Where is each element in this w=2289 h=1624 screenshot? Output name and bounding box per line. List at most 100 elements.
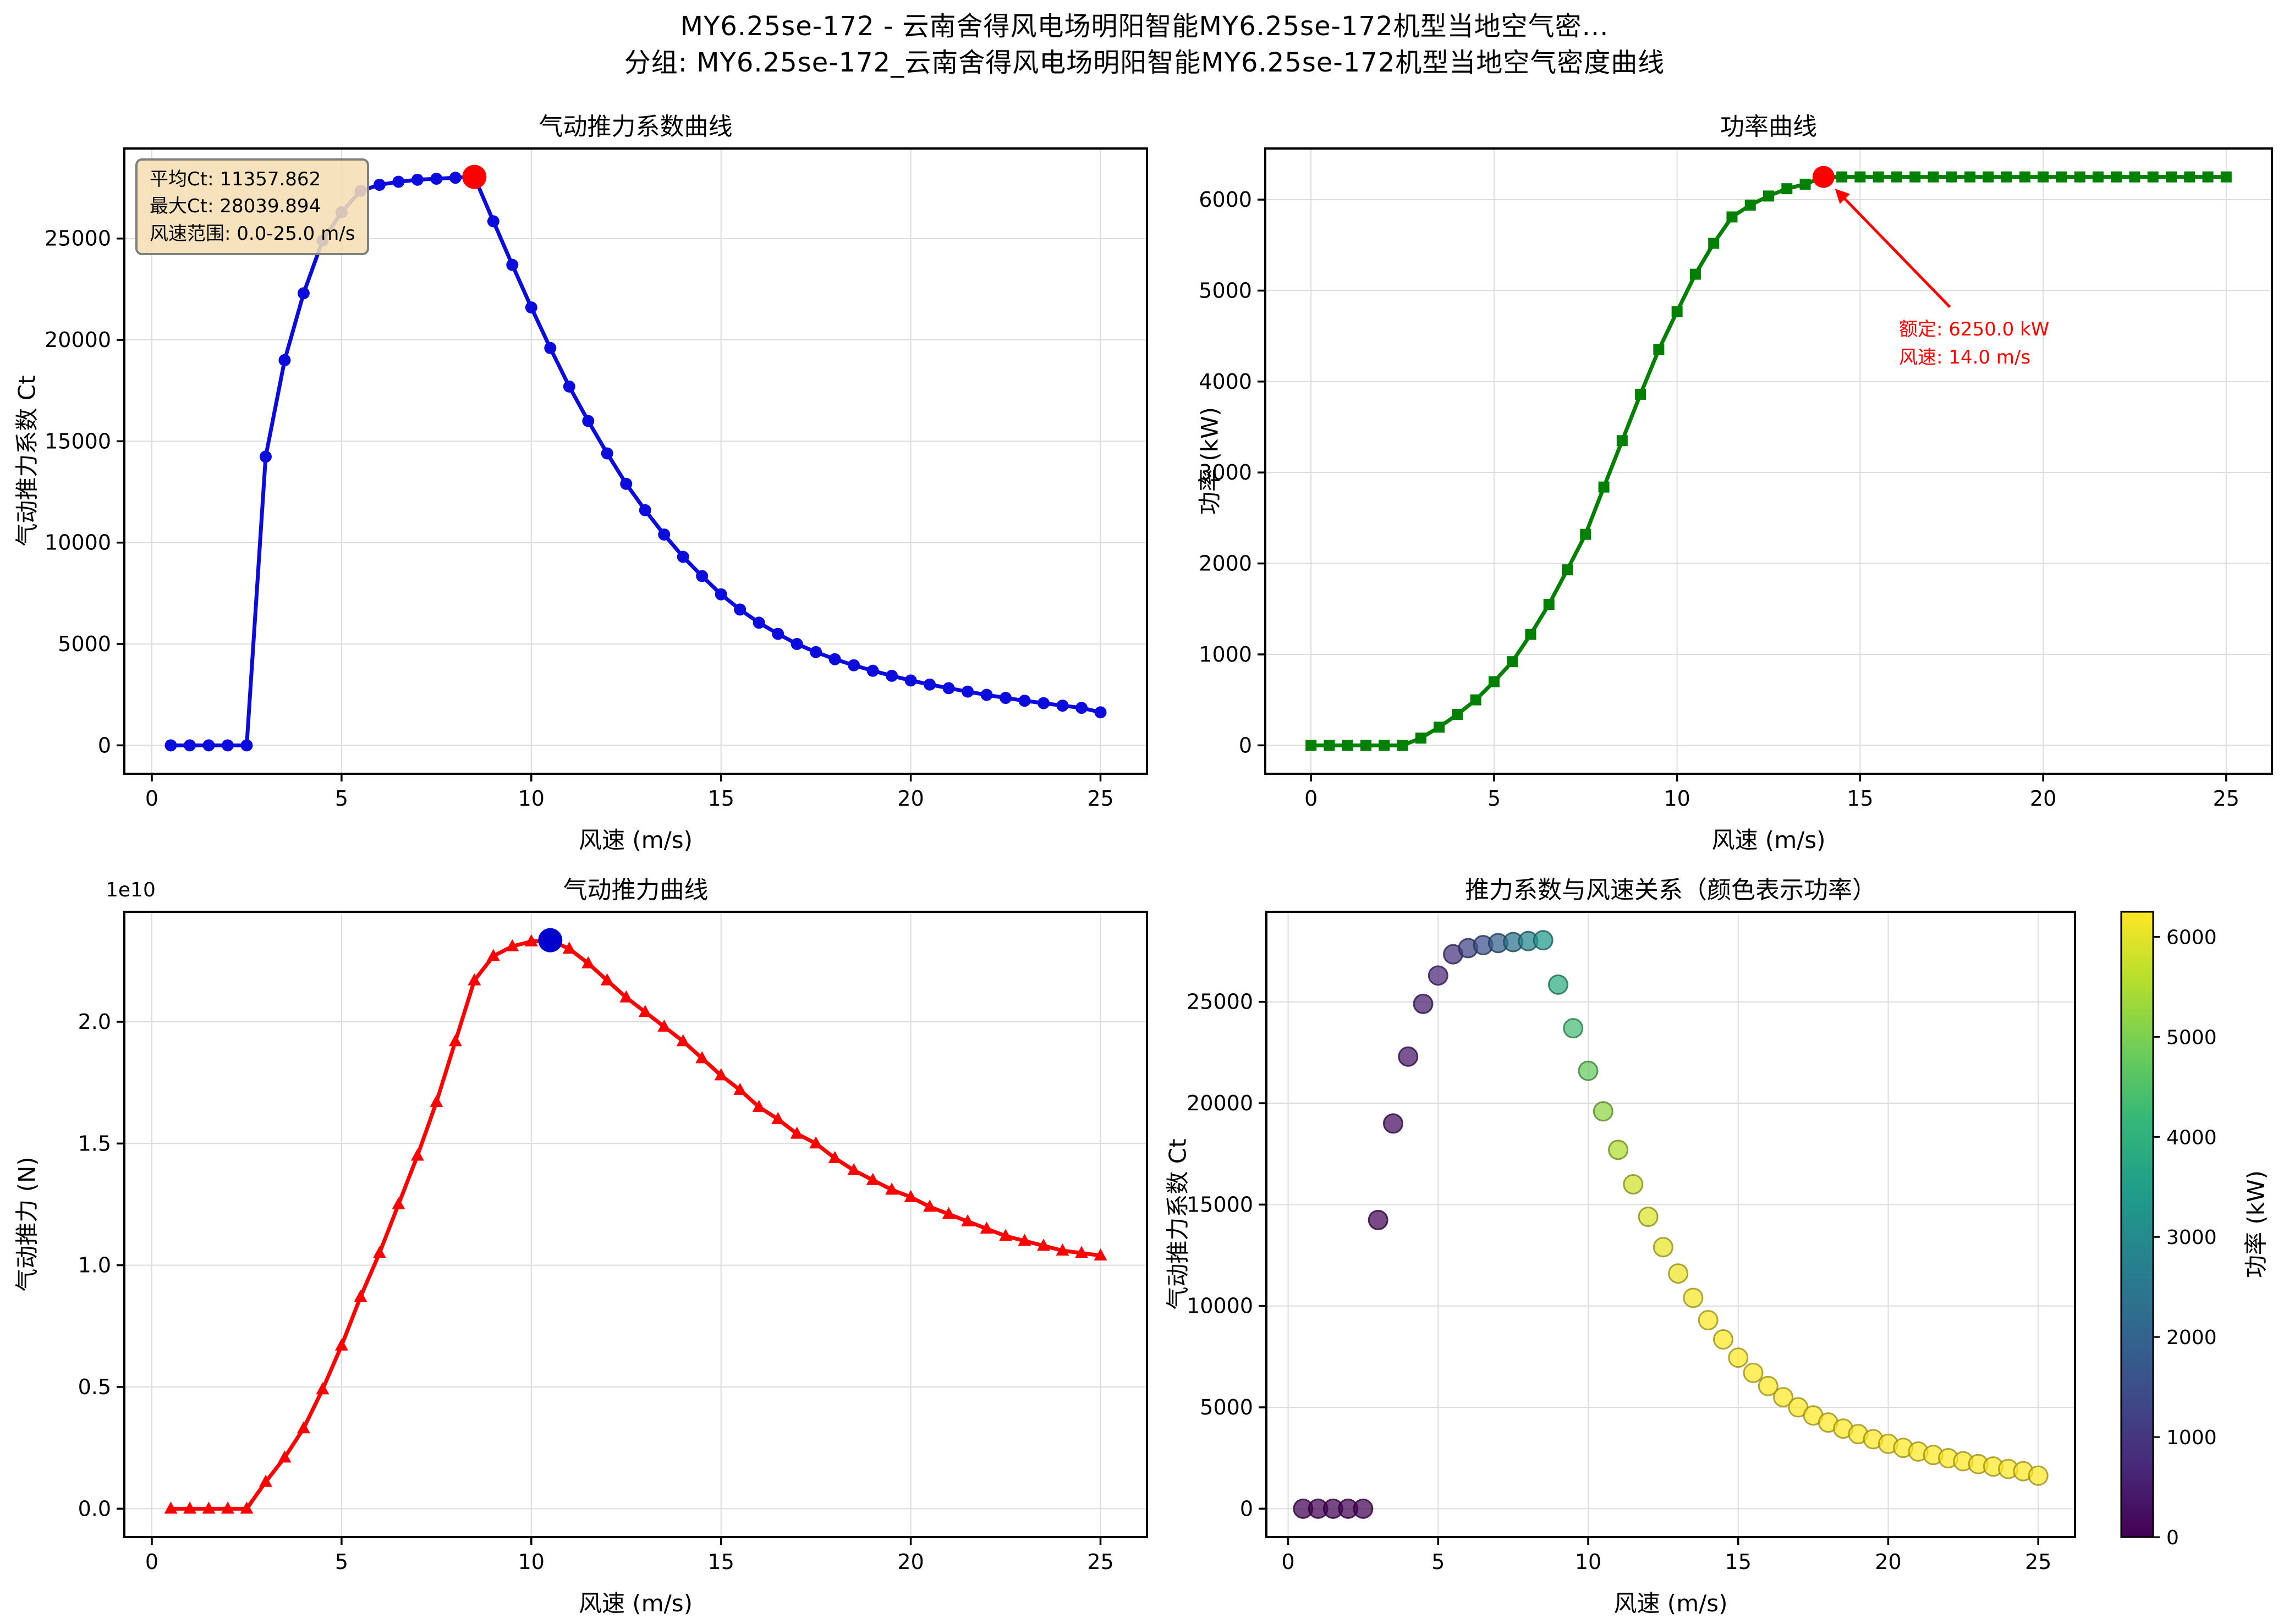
x-tick-label: 5 (1431, 1550, 1445, 1574)
scatter-yaxis-label: 气动推力系数 Ct (1164, 1138, 1192, 1310)
x-tick-label: 20 (1875, 1550, 1901, 1574)
x-tick-label: 10 (1664, 786, 1690, 811)
scatter-point (1578, 1060, 1599, 1081)
scatter-point (1743, 1362, 1764, 1383)
y-tick-label: 6000 (1199, 188, 1252, 212)
ct-curve-line (171, 175, 1101, 747)
x-tick-label: 15 (1725, 1550, 1752, 1574)
scatter-point (1608, 1139, 1629, 1160)
y-tick-label: 25000 (45, 227, 111, 251)
y-tick-label: 0.5 (78, 1375, 111, 1399)
ct-xaxis-label: 风速 (m/s) (578, 827, 693, 854)
x-tick-label: 25 (1087, 1550, 1113, 1574)
ct-stats-max: 最大Ct: 28039.894 (150, 195, 321, 218)
y-tick-label: 15000 (1187, 1192, 1253, 1216)
thrust-yaxis-label: 气动推力 (N) (13, 1157, 41, 1292)
x-tick-label: 25 (2025, 1550, 2051, 1574)
power-yaxis-label: 功率 (kW) (1196, 407, 1223, 515)
x-tick-label: 0 (1304, 786, 1318, 811)
colorbar-tick-label: 0 (2166, 1527, 2179, 1549)
rated-power-line: 额定: 6250.0 kW (1899, 318, 2050, 340)
ct-stats-range: 风速范围: 0.0-25.0 m/s (150, 222, 355, 245)
scatter-point (1758, 1375, 1778, 1396)
y-tick-label: 20000 (1187, 1091, 1253, 1115)
thrust-curve-line (171, 938, 1101, 1511)
scatter-point (1353, 1498, 1374, 1519)
power-xaxis-label: 风速 (m/s) (1711, 827, 1826, 854)
y-tick-label: 5000 (58, 632, 111, 656)
y-tick-label: 1.0 (78, 1253, 111, 1278)
scatter-xaxis-label: 风速 (m/s) (1613, 1590, 1728, 1617)
y-tick-label: 2.0 (78, 1010, 111, 1034)
scatter-point (1683, 1287, 1704, 1308)
colorbar-label: 功率 (kW) (2242, 1170, 2270, 1278)
scatter-point (1398, 1046, 1419, 1067)
ct-yaxis-label: 气动推力系数 Ct (13, 375, 41, 547)
rated-annotation-arrow (1842, 196, 1951, 309)
figure-subtitle: 分组: MY6.25se-172_云南舍得风电场明阳智能MY6.25se-172… (624, 47, 1665, 78)
scatter-point (1547, 974, 1568, 995)
y-tick-label: 0.0 (78, 1496, 111, 1521)
x-tick-label: 5 (335, 786, 348, 811)
colorbar-tick-label: 3000 (2166, 1226, 2217, 1249)
scatter-point (1533, 930, 1554, 951)
thrust-xaxis-label: 风速 (m/s) (578, 1590, 693, 1617)
scatter-point (1428, 965, 1448, 986)
y-tick-label: 10000 (45, 531, 111, 555)
ct-vs-windspeed-scatter-plot: 0 5 10 15 20 25 0 5000 10000 15000 20000 25000 0 1000… (1187, 911, 2217, 1574)
colorbar-tick-label: 2000 (2166, 1326, 2217, 1349)
scatter-point (1668, 1263, 1689, 1284)
colorbar-tick-label: 5000 (2166, 1026, 2217, 1049)
x-tick-label: 20 (897, 1550, 924, 1574)
figure-title: MY6.25se-172 - 云南舍得风电场明阳智能MY6.25se-172机型… (680, 11, 1609, 42)
y-tick-label: 25000 (1187, 990, 1253, 1014)
y-tick-label: 4000 (1199, 370, 1252, 394)
rated-power-annotation: 额定: 6250.0 kW 风速: 14.0 m/s (1899, 316, 2049, 372)
scatter-point (1563, 1018, 1584, 1039)
scatter-point (1623, 1174, 1644, 1195)
y-tick-label: 10000 (1187, 1294, 1253, 1318)
thrust-curve-plot: 0 5 10 15 20 25 0.0 0.5 1.0 1.5 2.0 (78, 911, 1148, 1574)
y-tick-label: 0 (1240, 1496, 1253, 1521)
x-tick-label: 15 (1847, 786, 1873, 811)
thrust-curve-max-point (538, 928, 563, 953)
y-tick-label: 15000 (45, 429, 111, 453)
y-tick-label: 3000 (1199, 460, 1252, 485)
x-tick-label: 5 (1487, 786, 1501, 811)
x-tick-label: 25 (1087, 786, 1113, 811)
y-tick-label: 1000 (1199, 642, 1252, 667)
rated-windspeed-line: 风速: 14.0 m/s (1899, 346, 2031, 368)
scatter-chart-title: 推力系数与风速关系（颜色表示功率） (1465, 876, 1876, 904)
scatter-point (2028, 1465, 2049, 1486)
power-chart-title: 功率曲线 (1720, 113, 1817, 141)
y-tick-label: 0 (1239, 733, 1252, 757)
x-tick-label: 25 (2213, 786, 2239, 811)
x-tick-label: 10 (518, 786, 545, 811)
y-tick-label: 20000 (45, 328, 111, 352)
y-tick-label: 5000 (1200, 1395, 1253, 1419)
scatter-point (1382, 1113, 1403, 1134)
thrust-axis-offset-text: 1e10 (106, 879, 156, 901)
x-tick-label: 0 (145, 1550, 158, 1574)
power-curve-plot: 0 5 10 15 20 25 0 1000 2000 3000 4000 5000 6000 (1199, 147, 2273, 811)
scatter-point (1698, 1309, 1719, 1330)
x-tick-label: 10 (518, 1550, 545, 1574)
x-tick-label: 15 (708, 1550, 734, 1574)
y-tick-label: 5000 (1199, 278, 1252, 302)
colorbar-tick-label: 1000 (2166, 1427, 2217, 1449)
x-tick-label: 5 (335, 1550, 348, 1574)
scatter-point (1728, 1347, 1749, 1368)
scatter-point (1773, 1387, 1794, 1408)
scatter-point (1413, 993, 1434, 1014)
x-tick-label: 0 (1281, 1550, 1294, 1574)
x-tick-label: 15 (708, 786, 734, 811)
y-tick-label: 0 (98, 733, 111, 757)
scatter-point (1638, 1206, 1659, 1227)
power-curve-line (1311, 175, 2226, 747)
rated-point (1812, 166, 1835, 188)
ct-stats-box: 平均Ct: 11357.862 最大Ct: 28039.894 风速范围: 0.… (135, 158, 370, 255)
thrust-chart-title: 气动推力曲线 (563, 876, 709, 904)
scatter-point (1653, 1237, 1673, 1258)
